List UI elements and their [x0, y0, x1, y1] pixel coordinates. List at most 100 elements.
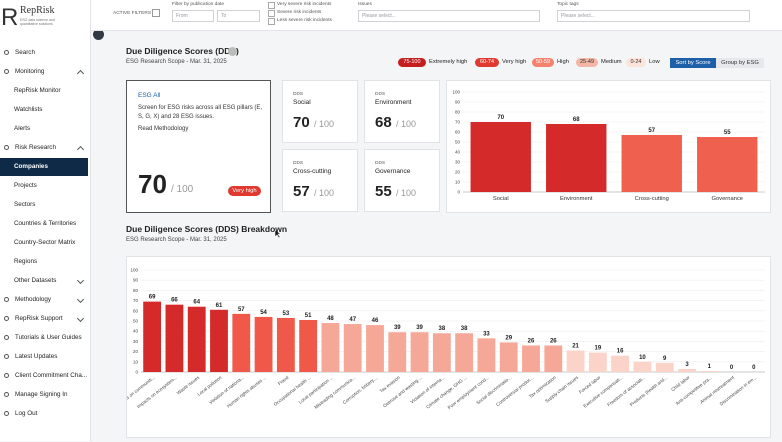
nav-item[interactable]: RepRisk Monitor [0, 82, 88, 100]
nav-item[interactable]: Countries & Territories [0, 215, 88, 233]
nav-item[interactable]: Tutorials & User Guides [0, 329, 88, 347]
checkbox[interactable] [268, 2, 275, 9]
x-tick-label: Tax evasion [379, 375, 402, 394]
nav-icon [4, 297, 9, 302]
bar [432, 333, 451, 372]
sort-button[interactable]: Sort by Score [670, 58, 716, 68]
x-tick-label: Environment [560, 196, 593, 202]
collapse-button[interactable] [93, 29, 104, 40]
nav-item[interactable]: Search [0, 44, 88, 62]
x-tick-label: Impacts on ecosystem... [136, 375, 178, 409]
bar [633, 361, 652, 372]
breakdown-title: Due Diligence Scores (DDS) Breakdown [126, 224, 288, 234]
nav-item[interactable]: Sectors [0, 196, 88, 214]
nav-item[interactable]: Watchlists [0, 101, 88, 119]
card-score: 55 [375, 183, 392, 200]
info-icon[interactable] [228, 47, 237, 56]
score-card[interactable]: DDS Environment 68 / 100 [364, 80, 440, 143]
nav-item[interactable]: Monitoring [0, 63, 88, 81]
group-button[interactable]: Group by ESG [716, 58, 764, 68]
value-label: 10 [639, 355, 646, 361]
nav-item[interactable]: Country-Sector Matrix [0, 234, 88, 252]
nav-label: RepRisk Monitor [14, 87, 61, 94]
nav-toggle[interactable] [76, 295, 85, 304]
y-tick-label: 60 [455, 130, 461, 135]
nav-label: Manage Signing In [15, 391, 68, 398]
nav-item[interactable]: Regions [0, 253, 88, 271]
score-card[interactable]: DDS Governance 55 / 100 [364, 149, 440, 212]
score-card[interactable]: DDS Cross-cutting 57 / 100 [282, 149, 358, 212]
bar [455, 333, 474, 372]
nav-toggle[interactable] [76, 276, 85, 285]
bar [187, 306, 206, 372]
value-label: 57 [648, 128, 655, 134]
nav-item[interactable]: Risk Research [0, 139, 88, 157]
pillar-chart-panel: 0 10 20 30 40 50 60 70 80 90 100 70 Social 68 Environm… [446, 80, 771, 213]
legend-label: Medium [601, 59, 622, 65]
svg-text:R: R [1, 4, 18, 29]
y-tick-label: 10 [133, 359, 139, 364]
esg-title: ESG All [138, 92, 161, 99]
bar [499, 342, 518, 372]
nav-item[interactable]: Client Commitment Cha... [0, 367, 88, 385]
value-label: 26 [528, 338, 535, 344]
tagline: ESG data science and quantitative soluti… [20, 18, 55, 26]
tags-select[interactable]: Please select... [557, 10, 750, 22]
checkbox[interactable] [268, 18, 275, 25]
card-tag: DDS [293, 92, 304, 97]
from-input[interactable]: From [172, 10, 214, 22]
card-name: Governance [375, 168, 411, 175]
y-tick-label: 0 [457, 190, 460, 195]
card-tag: DDS [375, 161, 386, 166]
nav-toggle[interactable] [76, 145, 85, 154]
checkbox-label: Severe risk incidents [277, 10, 322, 15]
esg-card[interactable]: ESG All Screen for ESG risks across all … [126, 80, 271, 213]
nav-label: Projects [14, 182, 37, 189]
x-tick-label: Cross-cutting [635, 196, 669, 202]
nav-item[interactable]: Alerts [0, 120, 88, 138]
nav-toggle[interactable] [76, 314, 85, 323]
x-tick-label: Overuse and wasting ... [382, 375, 423, 409]
bar [655, 362, 674, 372]
value-label: 55 [724, 130, 731, 136]
issues-select[interactable]: Please select... [358, 10, 540, 22]
value-label: 19 [595, 346, 602, 352]
nav-icon [4, 392, 9, 397]
card-score: 68 [375, 114, 392, 131]
nav-item[interactable]: Other Datasets [0, 272, 88, 290]
nav-label: Monitoring [15, 68, 45, 75]
nav-item[interactable]: RepRisk Support [0, 310, 88, 328]
checkbox[interactable] [268, 10, 275, 17]
nav-toggle[interactable] [76, 69, 85, 78]
legend-chip: 25-49 [576, 58, 598, 67]
nav-label: Companies [14, 163, 48, 170]
nav-item[interactable]: Latest Updates [0, 348, 88, 366]
y-tick-label: 80 [455, 110, 461, 115]
y-tick-label: 40 [455, 150, 461, 155]
value-label: 46 [372, 318, 379, 324]
methodology-link[interactable]: Read Methodology [138, 126, 189, 132]
y-tick-label: 40 [133, 329, 139, 334]
to-input[interactable]: To [217, 10, 260, 22]
nav-item[interactable]: Projects [0, 177, 88, 195]
nav-item[interactable]: Manage Signing In [0, 386, 88, 404]
nav-icon [4, 373, 9, 378]
score-card[interactable]: DDS Social 70 / 100 [282, 80, 358, 143]
esg-score: 70 [138, 169, 167, 199]
nav-item[interactable]: Companies [0, 158, 88, 176]
bar [588, 352, 607, 372]
x-tick-label: Human rights abuses ... [226, 375, 267, 409]
bar [388, 332, 407, 372]
value-label: 39 [394, 325, 401, 331]
legend-label: Very high [502, 59, 527, 65]
filter-icon[interactable] [152, 9, 160, 17]
nav-icon [4, 316, 9, 321]
nav-label: Client Commitment Cha... [15, 372, 88, 379]
value-label: 48 [327, 316, 334, 322]
nav-item[interactable]: Log Out [0, 405, 88, 423]
y-tick-label: 60 [133, 308, 139, 313]
sidebar: R RepRisk ESG data science and quantitat… [0, 0, 91, 441]
y-tick-label: 10 [455, 180, 461, 185]
nav-item[interactable]: Methodology [0, 291, 88, 309]
